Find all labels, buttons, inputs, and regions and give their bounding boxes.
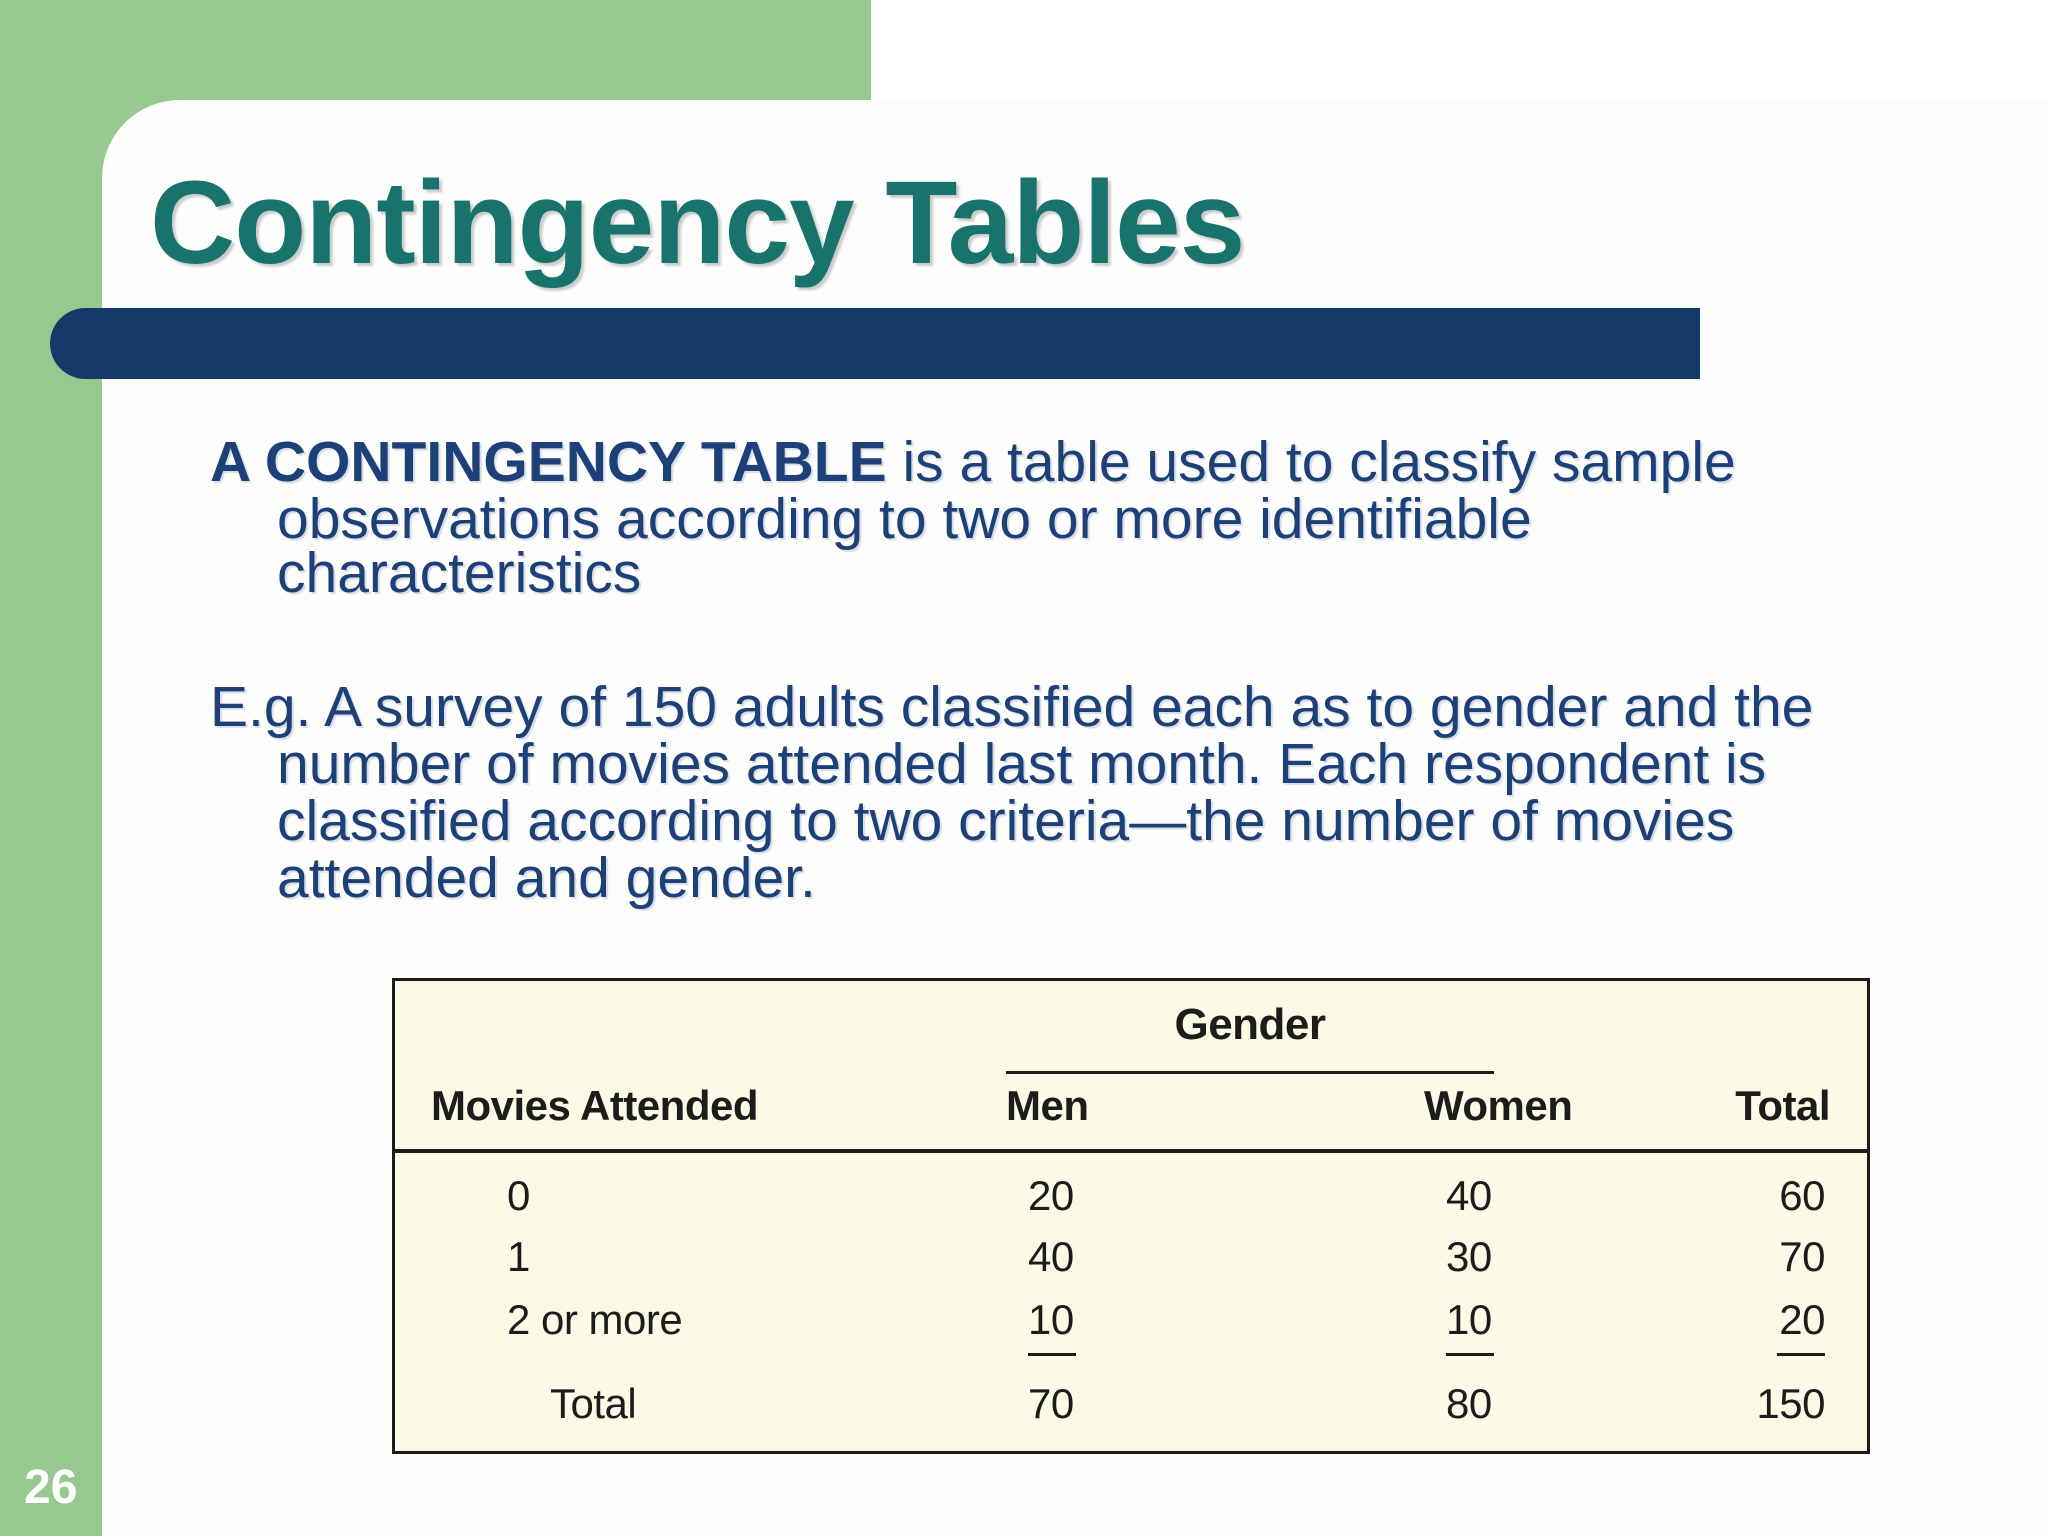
page-number: 26 xyxy=(24,1461,78,1514)
contingency-table: Gender Movies Attended Men Women Total 0… xyxy=(392,978,1870,1454)
definition-line-2: observations according to two or more id… xyxy=(277,487,1532,551)
example-line-3: classified according to two criteria—the… xyxy=(277,789,1735,853)
example-line-4: attended and gender. xyxy=(277,846,816,910)
green-left-strip xyxy=(0,0,102,1536)
table-row-label: 1 xyxy=(507,1233,530,1280)
table-header-separator xyxy=(395,1149,1867,1153)
table-cell-total: 60 xyxy=(1779,1172,1825,1219)
table-cell-women: 10 xyxy=(1446,1296,1492,1343)
table-cell-men: 40 xyxy=(1028,1233,1074,1280)
table-cell-men: 20 xyxy=(1028,1172,1074,1219)
example-line-1: E.g. A survey of 150 adults classified e… xyxy=(210,675,1814,739)
table-header-total: Total xyxy=(1735,1082,1830,1129)
table-header-women: Women xyxy=(1424,1082,1573,1129)
table-cell-total: 20 xyxy=(1779,1296,1825,1343)
table-cell-men: 10 xyxy=(1028,1296,1074,1343)
title-accent-bar xyxy=(50,308,1700,379)
slide-title: Contingency Tables xyxy=(150,157,1245,289)
definition-line-3: characteristics xyxy=(277,541,642,605)
table-cell-total: 70 xyxy=(1779,1233,1825,1280)
table-header-men: Men xyxy=(1006,1082,1089,1129)
sum-underline-total xyxy=(1777,1353,1825,1356)
table-spanner-gender: Gender xyxy=(1174,1000,1326,1049)
definition-line-1: A CONTINGENCY TABLE is a table used to c… xyxy=(210,432,1736,492)
definition-lead-bold: A CONTINGENCY TABLE xyxy=(210,430,887,494)
table-cell-grand-total: 150 xyxy=(1756,1380,1825,1427)
table-header-movies-attended: Movies Attended xyxy=(431,1082,758,1129)
table-spanner-underline xyxy=(1006,1071,1494,1074)
table-cell-women-total: 80 xyxy=(1446,1380,1492,1427)
table-row-label-total: Total xyxy=(550,1380,637,1427)
sum-underline-men xyxy=(1028,1353,1076,1356)
table-cell-women: 40 xyxy=(1446,1172,1492,1219)
example-line-2: number of movies attended last month. Ea… xyxy=(277,732,1767,796)
table-row-label: 2 or more xyxy=(507,1296,683,1343)
table-cell-women: 30 xyxy=(1446,1233,1492,1280)
table-row-label: 0 xyxy=(507,1172,530,1219)
sum-underline-women xyxy=(1446,1353,1494,1356)
definition-line-1-rest: is a table used to classify sample xyxy=(886,430,1736,494)
table-cell-men-total: 70 xyxy=(1028,1380,1074,1427)
